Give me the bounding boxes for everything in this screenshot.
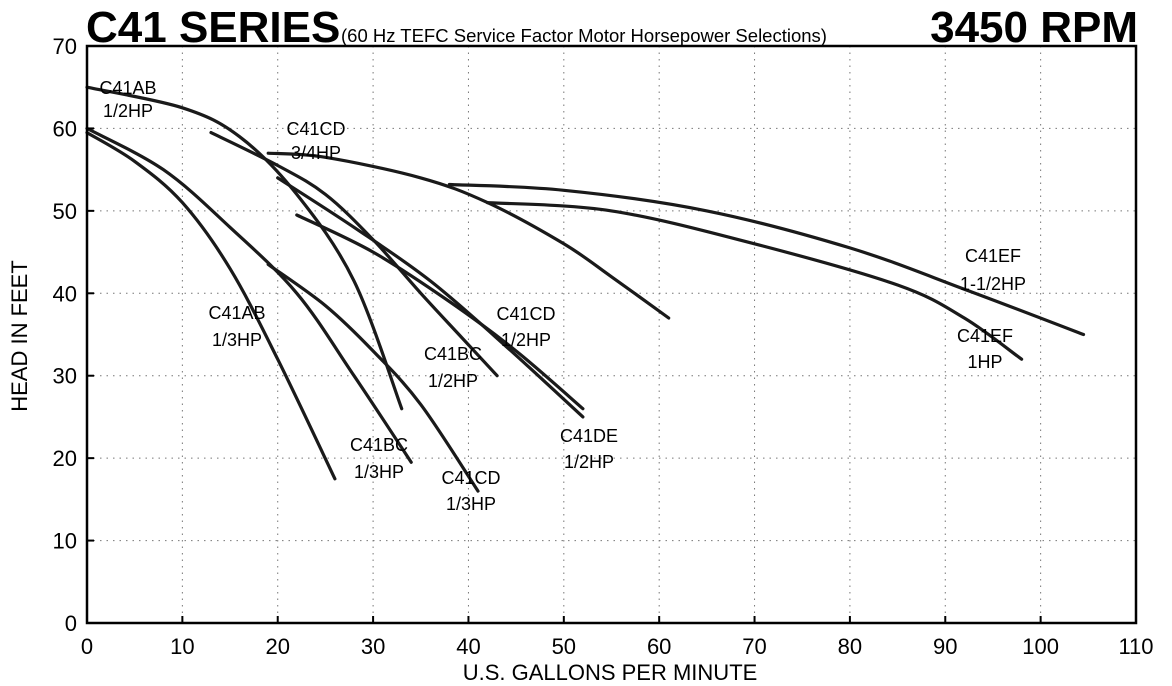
- chart-speed: 3450 RPM: [930, 3, 1138, 52]
- curve-label-model: C41CD: [441, 468, 500, 488]
- axis-ticks: 0 10 20 30 40 50 60 70 80 90 100 110 0 10 20 30 40 50 60 70: [53, 34, 1154, 659]
- plot-frame: [85, 44, 1138, 625]
- y-tick-label: 20: [53, 446, 77, 471]
- curve-c41cd-1-3hp: [266, 262, 480, 493]
- y-axis-title: HEAD IN FEET: [7, 260, 32, 412]
- x-tick-label: 80: [838, 634, 862, 659]
- curve-label-hp: 1/3HP: [354, 462, 404, 482]
- curve-label-model: C41CD: [496, 304, 555, 324]
- curve-c41de-1-2hp: [295, 213, 585, 411]
- curve-c41ab-1-2hp: [85, 85, 404, 411]
- pump-curves: [85, 85, 1086, 493]
- y-tick-label: 40: [53, 281, 77, 306]
- chart-title: C41 SERIES: [86, 3, 340, 52]
- x-tick-label: 110: [1118, 634, 1153, 659]
- curve-label-model: C41AB: [208, 303, 265, 323]
- curve-label-model: C41CD: [286, 119, 345, 139]
- curve-label-hp: 1/2HP: [564, 452, 614, 472]
- curve-label-hp: 1/2HP: [103, 101, 153, 121]
- curve-c41ef-1-1-2hp: [447, 182, 1086, 337]
- curve-label-model: C41AB: [99, 78, 156, 98]
- curve-label-hp: 1-1/2HP: [960, 274, 1026, 294]
- curve-label-model: C41BC: [350, 435, 408, 455]
- x-tick-label: 100: [1022, 634, 1059, 659]
- curve-c41cd-1-2hp: [276, 176, 585, 419]
- curve-label-hp: 1/2HP: [501, 330, 551, 350]
- y-tick-label: 60: [53, 116, 77, 141]
- x-axis-title: U.S. GALLONS PER MINUTE: [463, 660, 758, 685]
- x-tick-label: 50: [552, 634, 576, 659]
- curve-label-hp: 1/3HP: [212, 330, 262, 350]
- curve-label-model: C41DE: [560, 426, 618, 446]
- curve-labels: C41AB 1/2HP C41CD 3/4HP C41EF 1-1/2HP C41AB 1/3…: [99, 78, 1026, 514]
- curve-c41ef-1hp: [485, 201, 1024, 361]
- x-tick-label: 60: [647, 634, 671, 659]
- x-tick-label: 40: [456, 634, 480, 659]
- curve-label-hp: 3/4HP: [291, 143, 341, 163]
- curve-label-model: C41EF: [957, 326, 1013, 346]
- curve-label-hp: 1/3HP: [446, 494, 496, 514]
- x-tick-label: 30: [361, 634, 385, 659]
- y-tick-label: 30: [53, 364, 77, 389]
- curve-label-hp: 1/2HP: [428, 371, 478, 391]
- curve-c41ab-1-3hp: [85, 131, 337, 481]
- x-tick-label: 20: [265, 634, 289, 659]
- curve-label-model: C41BC: [424, 344, 482, 364]
- chart-subtitle: (60 Hz TEFC Service Factor Motor Horsepo…: [341, 25, 827, 46]
- x-tick-label: 10: [170, 634, 194, 659]
- curve-c41bc-1-3hp: [85, 126, 413, 464]
- y-tick-label: 70: [53, 34, 77, 59]
- y-tick-label: 10: [53, 529, 77, 554]
- y-tick-label: 50: [53, 199, 77, 224]
- x-tick-label: 70: [742, 634, 766, 659]
- x-tick-label: 0: [81, 634, 93, 659]
- y-tick-label: 0: [65, 611, 77, 636]
- curve-label-hp: 1HP: [967, 352, 1002, 372]
- x-tick-label: 90: [933, 634, 957, 659]
- curve-label-model: C41EF: [965, 246, 1021, 266]
